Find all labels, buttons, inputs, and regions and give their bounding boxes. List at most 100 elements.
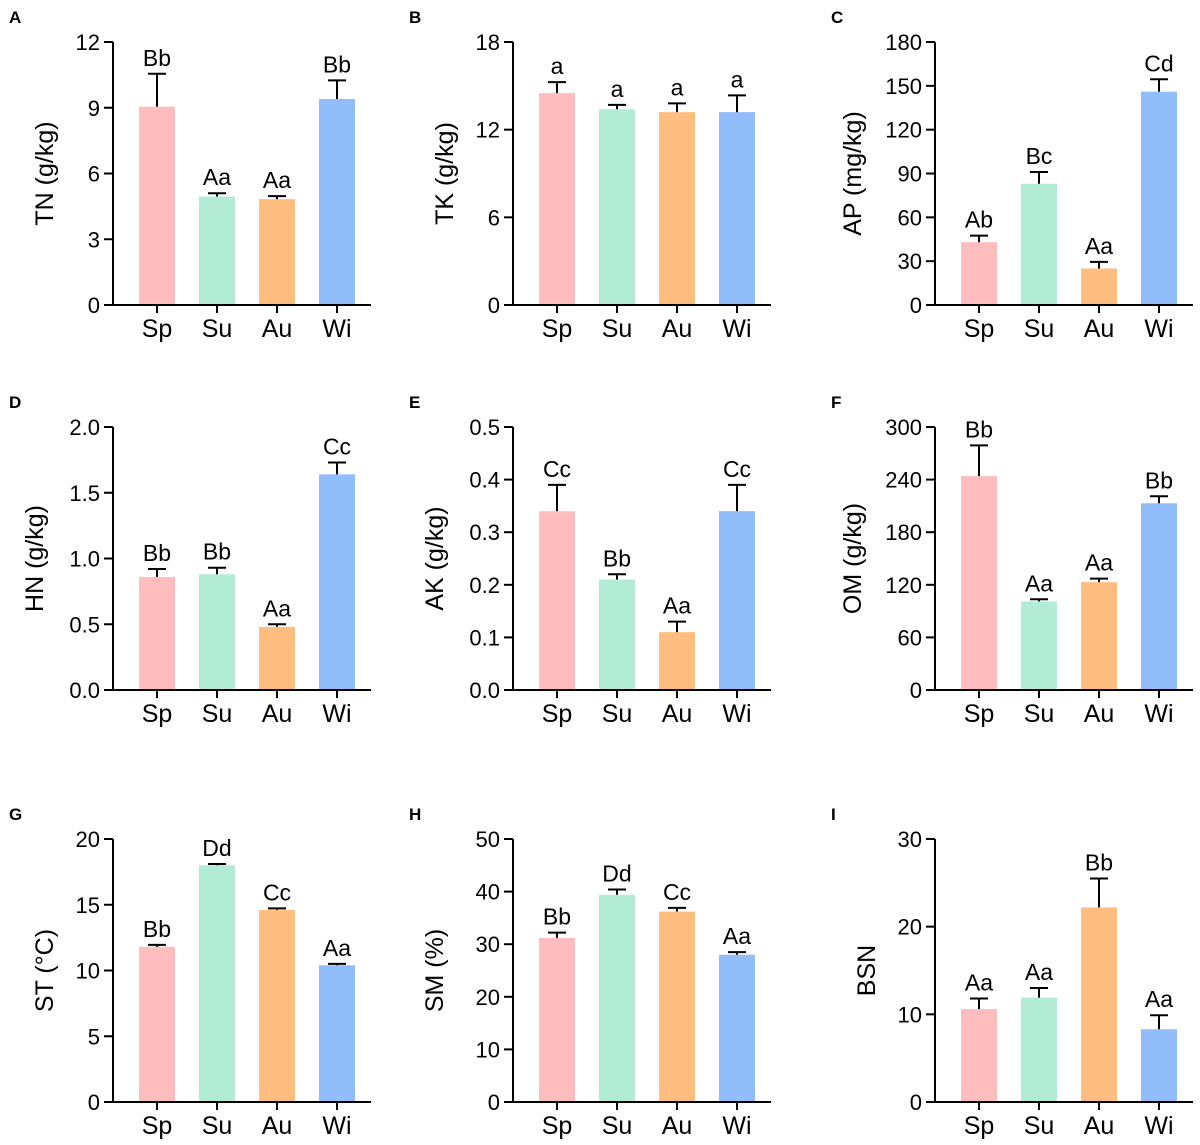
y-tick-label: 10 xyxy=(76,959,100,984)
error-bar xyxy=(268,907,286,911)
y-tick-label: 12 xyxy=(476,118,500,143)
y-axis-title: HN (g/kg) xyxy=(21,505,49,612)
error-bar xyxy=(1030,598,1048,602)
x-tick-label: Au xyxy=(662,1112,693,1140)
bar-wi xyxy=(719,954,755,1102)
significance-label: Bc xyxy=(1026,143,1053,169)
bar-su xyxy=(1021,601,1057,690)
y-tick-label: 60 xyxy=(898,205,922,230)
error-bar xyxy=(668,620,686,633)
x-tick-label: Au xyxy=(1084,1112,1115,1140)
bar-wi xyxy=(319,965,355,1102)
significance-label: Bb xyxy=(965,416,993,442)
error-bar xyxy=(970,444,988,477)
significance-label: Cc xyxy=(263,879,291,905)
y-tick-label: 0.0 xyxy=(469,678,500,703)
bar-wi xyxy=(319,98,355,305)
error-bar xyxy=(1150,1014,1168,1030)
x-tick-label: Su xyxy=(1024,315,1055,343)
significance-label: Aa xyxy=(1025,570,1053,596)
panel-d: D HN (g/kg) Bb Bb Aa Cc 0.0 0.5 1.0 1.5 2.0 Sp Su Au W… xyxy=(9,393,371,728)
significance-label: Aa xyxy=(263,595,291,621)
significance-label: Bb xyxy=(143,540,171,566)
x-tick-label: Sp xyxy=(142,700,173,728)
bar-sp xyxy=(961,476,997,690)
significance-label: Aa xyxy=(1145,986,1173,1012)
significance-label: Dd xyxy=(602,860,631,886)
x-tick-label: Au xyxy=(262,700,293,728)
y-tick-label: 60 xyxy=(898,625,922,650)
y-tick-label: 10 xyxy=(476,1037,500,1062)
y-tick-label: 0.4 xyxy=(469,468,500,493)
bar-su xyxy=(1021,183,1057,305)
y-tick-label: 15 xyxy=(76,893,100,918)
panel-i: I BSN Aa Aa Bb Aa 0 10 20 30 Sp Su Au Wi xyxy=(831,805,1193,1140)
bar-su xyxy=(599,894,635,1102)
y-axis-title: TN (g/kg) xyxy=(31,121,59,225)
bar-au xyxy=(1081,582,1117,690)
bar-sp xyxy=(139,946,175,1102)
error-bar xyxy=(208,192,226,197)
bar-au xyxy=(1081,268,1117,305)
y-tick-label: 0 xyxy=(488,1090,500,1115)
y-tick-label: 0.1 xyxy=(469,625,500,650)
bar-au xyxy=(259,910,295,1102)
bar-su xyxy=(199,574,235,690)
bar-su xyxy=(199,196,235,305)
y-tick-label: 150 xyxy=(885,74,922,99)
y-axis-title: SM (%) xyxy=(421,929,449,1012)
significance-label: Bb xyxy=(323,51,351,77)
y-axis-title: BSN xyxy=(853,945,881,996)
y-tick-label: 0.3 xyxy=(469,520,500,545)
significance-label: Bb xyxy=(143,45,171,71)
error-bar xyxy=(1030,987,1048,998)
error-bar xyxy=(328,461,346,475)
y-tick-label: 0.2 xyxy=(469,573,500,598)
y-tick-label: 0.5 xyxy=(69,612,100,637)
y-tick-label: 180 xyxy=(885,520,922,545)
significance-label: Aa xyxy=(1025,959,1053,985)
error-bar xyxy=(148,568,166,577)
bar-wi xyxy=(1141,503,1177,690)
significance-label: Aa xyxy=(723,923,751,949)
error-bar xyxy=(1090,877,1108,908)
significance-label: a xyxy=(551,53,564,79)
x-tick-label: Sp xyxy=(142,315,173,343)
x-tick-label: Wi xyxy=(322,315,351,343)
error-bar xyxy=(970,997,988,1010)
y-tick-label: 12 xyxy=(76,30,100,55)
bar-su xyxy=(599,579,635,690)
significance-label: Cc xyxy=(543,456,571,482)
panel-letter: B xyxy=(409,8,421,27)
y-tick-label: 20 xyxy=(898,915,922,940)
x-tick-label: Su xyxy=(202,700,233,728)
y-axis-title: TK (g/kg) xyxy=(431,122,459,225)
y-tick-label: 0.0 xyxy=(69,678,100,703)
x-tick-label: Su xyxy=(602,315,633,343)
y-tick-label: 120 xyxy=(885,573,922,598)
error-bar xyxy=(268,195,286,200)
bar-sp xyxy=(539,511,575,690)
panel-e: E AK (g/kg) Cc Bb Aa Cc 0.0 0.1 0.2 0.3 0.4 0.5 Sp Su… xyxy=(409,393,771,728)
error-bar xyxy=(548,483,566,512)
significance-label: Bb xyxy=(1085,849,1113,875)
y-tick-label: 40 xyxy=(476,880,500,905)
y-tick-label: 18 xyxy=(476,30,500,55)
y-tick-label: 0 xyxy=(910,293,922,318)
significance-label: Bb xyxy=(1145,467,1173,493)
panel-letter: F xyxy=(831,393,841,412)
error-bar xyxy=(548,81,566,94)
x-tick-label: Su xyxy=(202,1112,233,1140)
x-tick-label: Au xyxy=(262,1112,293,1140)
y-tick-label: 0 xyxy=(488,293,500,318)
y-tick-label: 90 xyxy=(898,162,922,187)
y-tick-label: 3 xyxy=(88,227,100,252)
x-tick-label: Wi xyxy=(322,1112,351,1140)
error-bar xyxy=(728,951,746,955)
x-tick-label: Wi xyxy=(722,315,751,343)
y-tick-label: 0 xyxy=(910,1090,922,1115)
significance-label: Aa xyxy=(663,593,691,619)
x-tick-label: Sp xyxy=(964,315,995,343)
error-bar xyxy=(268,623,286,627)
